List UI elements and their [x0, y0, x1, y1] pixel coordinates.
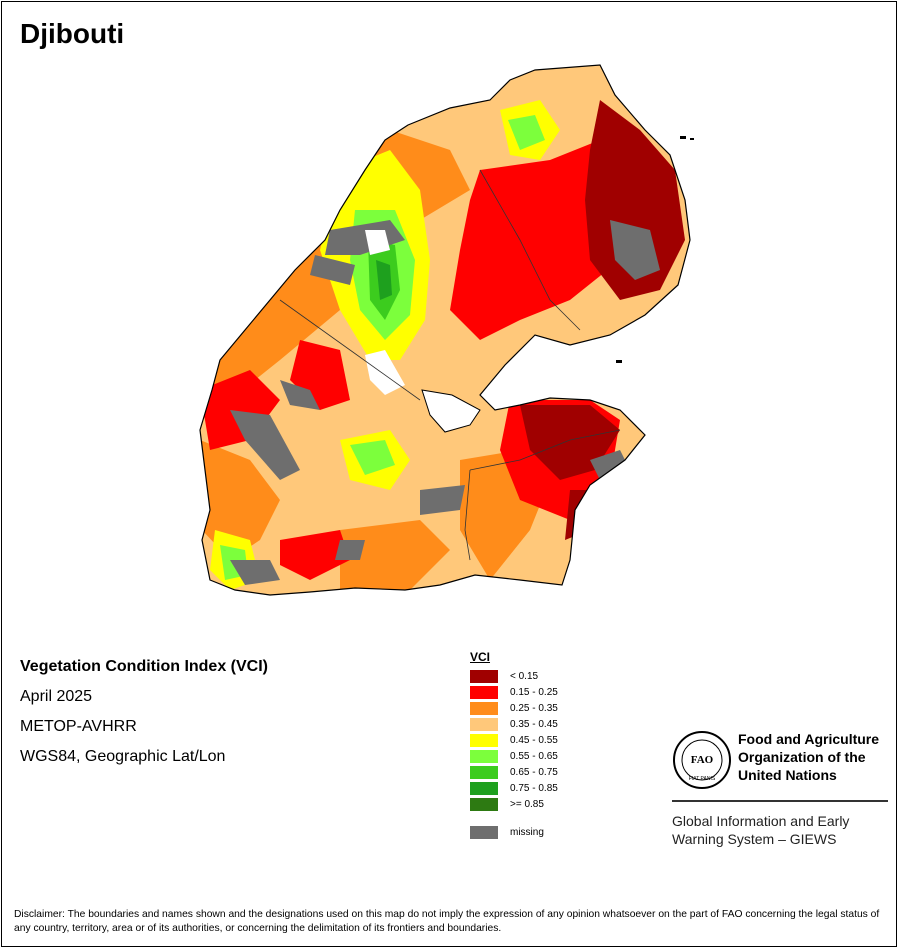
legend-item: < 0.15 — [470, 668, 558, 684]
fao-logo-icon: FAO FIAT PANIS — [673, 731, 731, 789]
legend-label: >= 0.85 — [510, 799, 544, 811]
legend-swatch — [470, 750, 498, 764]
org-name-line: Organization of the — [738, 749, 866, 765]
legend-label-missing: missing — [510, 827, 544, 839]
map-info: Vegetation Condition Index (VCI) April 2… — [20, 656, 268, 776]
org-name-line: United Nations — [738, 767, 837, 783]
legend-swatch — [470, 685, 498, 699]
divider — [672, 800, 888, 802]
legend-swatch — [470, 766, 498, 780]
legend-swatch — [470, 717, 498, 731]
svg-text:FAO: FAO — [691, 754, 714, 766]
map-title: Djibouti — [20, 18, 125, 49]
legend-label: 0.75 - 0.85 — [510, 783, 558, 795]
legend-title: VCI — [470, 650, 491, 664]
legend-label: 0.55 - 0.65 — [510, 751, 558, 763]
legend-swatch — [470, 701, 498, 715]
organization-name: Food and Agriculture Organization of the… — [738, 730, 879, 784]
giews-line: Global Information and Early — [672, 813, 850, 829]
legend-label: 0.35 - 0.45 — [510, 718, 558, 730]
svg-text:FIAT PANIS: FIAT PANIS — [689, 776, 716, 782]
fao-branding: FAO FIAT PANIS Food and Agriculture Orga… — [672, 730, 888, 848]
vci-map — [199, 64, 694, 596]
disclaimer: Disclaimer: The boundaries and names sho… — [14, 909, 880, 934]
legend-label: 0.15 - 0.25 — [510, 686, 558, 698]
legend-item: 0.35 - 0.45 — [470, 716, 558, 732]
legend-label: 0.45 - 0.55 — [510, 734, 558, 746]
legend-swatch-missing — [470, 826, 498, 840]
giews-line: Warning System – GIEWS — [672, 831, 837, 847]
legend-item: 0.25 - 0.35 — [470, 700, 558, 716]
org-name-line: Food and Agriculture — [738, 731, 880, 747]
legend-swatch — [470, 782, 498, 796]
legend-label: 0.25 - 0.35 — [510, 702, 558, 714]
legend-label: 0.65 - 0.75 — [510, 767, 558, 779]
giews-label: Global Information and Early Warning Sys… — [672, 812, 888, 848]
legend-item: 0.55 - 0.65 — [470, 748, 558, 764]
projection: WGS84, Geographic Lat/Lon — [20, 748, 226, 765]
legend-item: 0.15 - 0.25 — [470, 684, 558, 700]
legend-item: 0.65 - 0.75 — [470, 765, 558, 781]
legend-label: < 0.15 — [510, 670, 539, 682]
legend-swatch — [470, 733, 498, 747]
index-name: Vegetation Condition Index (VCI) — [20, 658, 268, 675]
sensor: METOP-AVHRR — [20, 718, 137, 735]
legend-swatch — [470, 669, 498, 683]
legend-swatch — [470, 798, 498, 812]
vci-legend: VCI < 0.15 0.15 - 0.25 0.25 - 0.35 0.35 - 0… — [470, 650, 558, 841]
period: April 2025 — [20, 688, 93, 705]
legend-item: 0.75 - 0.85 — [470, 781, 558, 797]
legend-item: 0.45 - 0.55 — [470, 732, 558, 748]
legend-item-missing: missing — [470, 825, 558, 841]
legend-item: >= 0.85 — [470, 797, 558, 813]
